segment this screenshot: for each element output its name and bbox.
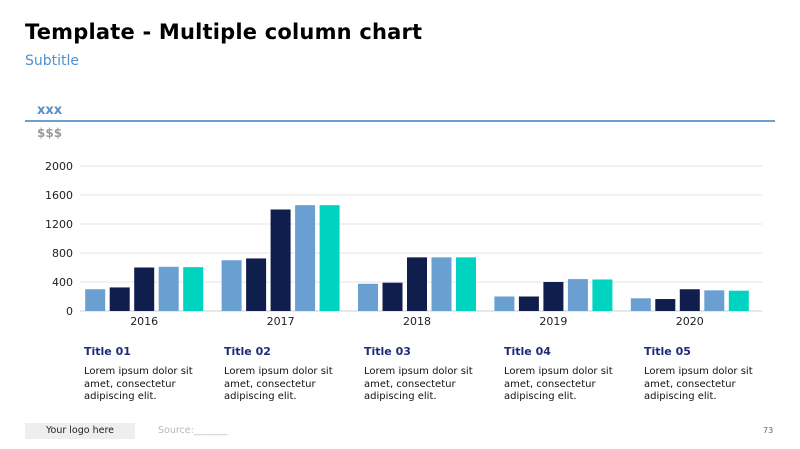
column-title: Title 02: [224, 345, 271, 358]
y-tick-label: 1600: [45, 189, 73, 202]
bar: [246, 258, 267, 311]
x-tick-label: 2019: [539, 315, 567, 328]
column-body: Lorem ipsum dolor sit amet, consectetur …: [504, 366, 613, 402]
source-note: Source:_______: [158, 425, 228, 436]
bar: [456, 257, 476, 311]
bar: [158, 266, 179, 311]
x-tick-label: 2018: [403, 315, 431, 328]
bar: [109, 287, 130, 311]
bar: [592, 279, 613, 311]
bar: [679, 289, 700, 311]
bar: [382, 282, 403, 311]
page-title: Template - Multiple column chart: [25, 20, 423, 44]
column-title: Title 04: [504, 345, 551, 358]
bar: [567, 279, 588, 311]
chart-label: xxx: [37, 103, 63, 118]
page-subtitle: Subtitle: [25, 53, 80, 69]
column-body: Lorem ipsum dolor sit amet, consectetur …: [84, 366, 193, 402]
bar: [85, 289, 106, 311]
column-title: Title 05: [644, 345, 691, 358]
page-number: 73: [763, 426, 774, 435]
bar: [183, 267, 204, 311]
y-tick-label: 0: [66, 305, 73, 318]
column-text-3: Title 03 Lorem ipsum dolor sit amet, con…: [364, 345, 489, 404]
y-tick-label: 400: [52, 276, 73, 289]
bar: [407, 257, 427, 311]
y-tick-label: 800: [52, 247, 73, 260]
bar: [518, 296, 539, 311]
bar: [630, 298, 651, 311]
x-tick-label: 2020: [676, 315, 704, 328]
bar: [431, 257, 452, 311]
bar: [221, 260, 242, 311]
column-text-4: Title 04 Lorem ipsum dolor sit amet, con…: [504, 345, 629, 404]
bar: [494, 296, 515, 311]
bar: [704, 290, 725, 311]
bar: [270, 209, 291, 311]
column-text-1: Title 01 Lorem ipsum dolor sit amet, con…: [84, 345, 209, 404]
bar: [655, 299, 676, 311]
column-body: Lorem ipsum dolor sit amet, consectetur …: [364, 366, 473, 402]
y-tick-label: 2000: [45, 160, 73, 173]
logo-placeholder: Your logo here: [25, 423, 135, 439]
x-tick-label: 2017: [267, 315, 295, 328]
column-title: Title 01: [84, 345, 131, 358]
bar: [295, 205, 316, 311]
chart-unit: $$$: [37, 126, 63, 140]
bar: [543, 282, 564, 311]
y-tick-label: 1200: [45, 218, 73, 231]
bar: [358, 283, 378, 311]
column-title: Title 03: [364, 345, 411, 358]
bar: [728, 290, 749, 311]
divider-line: [25, 120, 775, 122]
bar: [134, 267, 155, 311]
bar: [319, 205, 340, 311]
x-tick-label: 2016: [130, 315, 158, 328]
column-body: Lorem ipsum dolor sit amet, consectetur …: [644, 366, 753, 402]
column-body: Lorem ipsum dolor sit amet, consectetur …: [224, 366, 333, 402]
column-text-2: Title 02 Lorem ipsum dolor sit amet, con…: [224, 345, 349, 404]
column-text-5: Title 05 Lorem ipsum dolor sit amet, con…: [644, 345, 769, 404]
